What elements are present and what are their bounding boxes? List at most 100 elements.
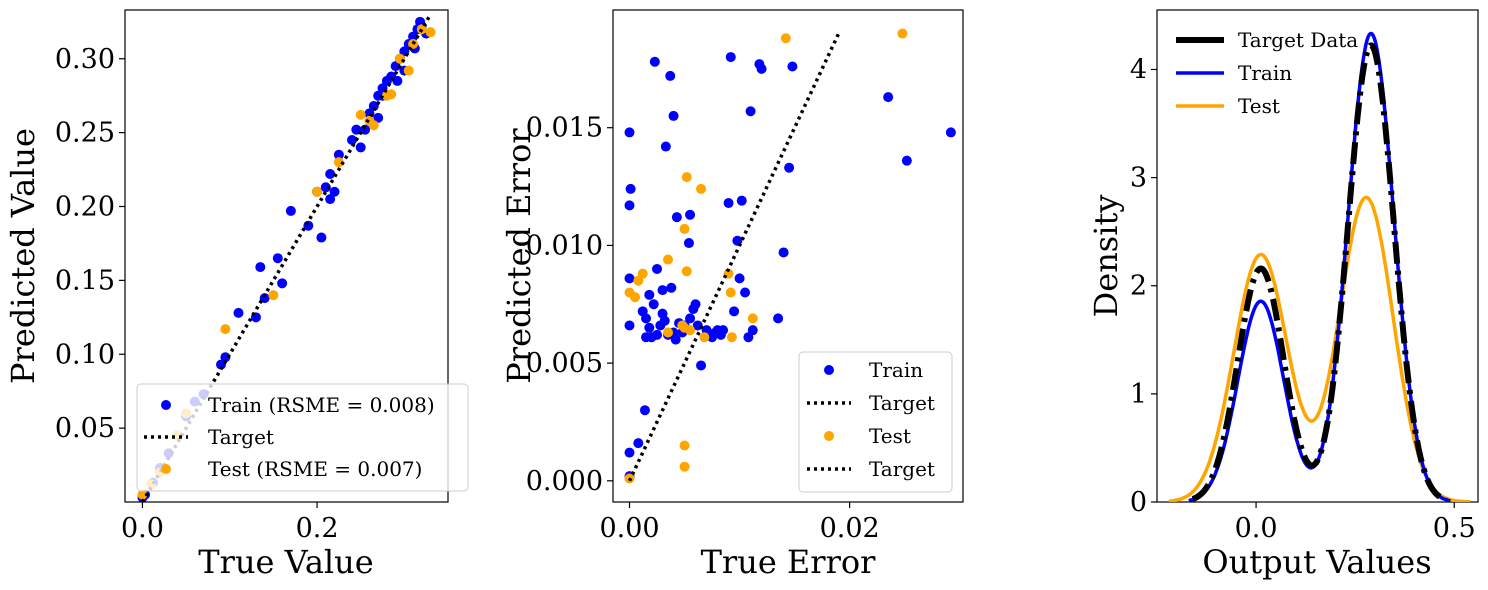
y-tick-label: 1 [1130, 379, 1147, 410]
test-point [747, 313, 758, 324]
y-tick-label: 0.05 [55, 413, 115, 444]
test-point [679, 461, 690, 472]
y-tick-label: 0.25 [55, 118, 115, 149]
train-point [723, 198, 734, 209]
train-point [624, 273, 635, 284]
train-point [659, 315, 670, 326]
y-axis-label: Predicted Error [500, 128, 538, 384]
y-tick-label: 0.015 [526, 113, 603, 144]
test-point [630, 292, 641, 303]
train-point [233, 307, 244, 318]
train-point [747, 325, 758, 336]
test-point [403, 65, 414, 76]
legend-label: Target [208, 425, 274, 449]
train-point [625, 183, 636, 194]
test-point [663, 327, 674, 338]
x-axis-label: True Error [701, 543, 877, 581]
target_data-density-line [1190, 42, 1449, 502]
train-point [671, 212, 682, 223]
test-point [780, 33, 791, 44]
train-point [683, 238, 694, 249]
train-point [685, 209, 696, 220]
train-point [696, 360, 707, 371]
test-point [663, 254, 674, 265]
train-point [641, 313, 652, 324]
train-point [355, 142, 366, 153]
legend-symbol-test [161, 464, 171, 474]
train-point [649, 56, 660, 67]
legend-label: Train [869, 358, 923, 382]
test-point [679, 223, 690, 234]
test-point [897, 28, 908, 39]
train-point [624, 200, 635, 211]
train-point [745, 106, 756, 117]
train-point [346, 135, 357, 146]
test-point [425, 27, 436, 38]
train-point [392, 75, 403, 86]
legend: Target Data Train Test [1176, 28, 1358, 118]
y-tick-label: 0.20 [55, 192, 115, 223]
train-point [333, 149, 344, 160]
legend-label: Target [869, 391, 935, 415]
x-axis-label: Output Values [1202, 543, 1431, 581]
train-point [255, 262, 266, 273]
train-point [644, 289, 655, 300]
legend-label: Test [1238, 94, 1280, 118]
y-tick-label: 0.005 [526, 348, 603, 379]
train-point [778, 247, 789, 258]
train-point [259, 293, 270, 304]
tick-labels: 0.0 0.2 0.05 0.10 0.15 0.20 0.25 0.30 [55, 44, 339, 544]
train-point [740, 287, 751, 298]
test-point [333, 157, 344, 168]
train-point [320, 182, 331, 193]
test-point [386, 89, 397, 100]
train-point [787, 61, 798, 72]
train-point [325, 194, 336, 205]
train-point [351, 124, 362, 135]
train-point [725, 52, 736, 63]
train-point [408, 31, 419, 42]
plot-marks [624, 28, 956, 484]
target-line [627, 32, 841, 482]
y-tick-label: 0.15 [55, 265, 115, 296]
train-point [883, 92, 894, 103]
legend-label: Target Data [1238, 28, 1358, 52]
train-point [665, 70, 676, 81]
plot-frame [124, 9, 449, 503]
plot-marks [1168, 31, 1471, 502]
train-point [648, 299, 659, 310]
tick-labels: 0.0 0.5 0 1 2 3 4 [1130, 54, 1476, 544]
legend-symbol-test [824, 431, 834, 441]
train-point [729, 306, 740, 317]
train-point [373, 112, 384, 123]
train-point [945, 127, 956, 138]
train-point [277, 278, 288, 289]
train-point [660, 141, 671, 152]
test-point [725, 287, 736, 298]
legend: Train (RSME = 0.008) Target Test (RSME = 0… [136, 383, 469, 492]
train-point [756, 63, 767, 74]
test-point [685, 325, 696, 336]
train-point [329, 186, 340, 197]
train-point [670, 334, 681, 345]
test-point [696, 183, 707, 194]
train-point [285, 205, 296, 216]
test-point [699, 332, 710, 343]
y-tick-label: 3 [1130, 163, 1147, 194]
train-point [657, 285, 668, 296]
train-point [624, 127, 635, 138]
train-point [390, 61, 401, 72]
legend-label: Train [1238, 61, 1292, 85]
x-tick-label: 0.00 [599, 513, 659, 544]
train-point [668, 110, 679, 121]
train-point [685, 313, 696, 324]
train-point [784, 162, 795, 173]
y-tick-label: 0.000 [526, 466, 603, 497]
x-tick-label: 0.0 [1235, 513, 1278, 544]
test-point [355, 109, 366, 120]
legend-label: Test [869, 424, 911, 448]
x-axis-label: True Value [198, 543, 373, 581]
legend-box [798, 351, 953, 493]
